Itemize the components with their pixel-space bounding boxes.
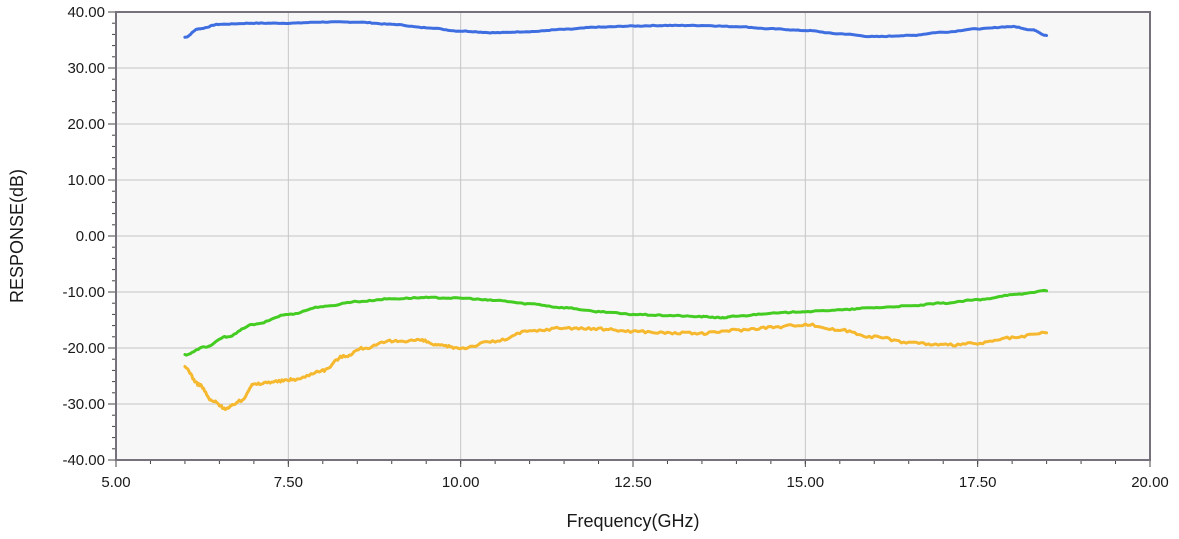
x-tick-label: 7.50	[274, 474, 303, 491]
x-tick-label: 15.00	[787, 474, 825, 491]
y-axis-title: RESPONSE(dB)	[7, 169, 27, 303]
x-tick-label: 5.00	[101, 474, 130, 491]
x-axis-title: Frequency(GHz)	[566, 511, 699, 531]
x-tick-label: 12.50	[614, 474, 652, 491]
y-tick-label: 30.00	[67, 60, 105, 77]
y-tick-label: 10.00	[67, 172, 105, 189]
x-tick-label: 17.50	[959, 474, 997, 491]
y-tick-label: 0.00	[76, 228, 105, 245]
plot-frame	[115, 11, 1151, 461]
series-line-2	[183, 288, 1049, 357]
y-tick-labels: 40.00 30.00 20.00 10.00 0.00 -10.00 -20.00 -30.…	[62, 4, 105, 469]
x-tick-label: 10.00	[442, 474, 480, 491]
series-layer	[183, 20, 1049, 411]
x-tick-label: 20.00	[1131, 474, 1169, 491]
y-tick-label: 20.00	[67, 116, 105, 133]
gridlines	[116, 12, 1150, 460]
y-tick-label: -30.00	[62, 396, 105, 413]
series-line-1	[183, 20, 1049, 39]
x-tick-labels: 5.00 7.50 10.00 12.50 15.00 17.50 20.00	[101, 474, 1168, 491]
y-tick-label: 40.00	[67, 4, 105, 21]
y-tick-label: -20.00	[62, 340, 105, 357]
series-line-3	[183, 322, 1049, 411]
y-tick-label: -40.00	[62, 452, 105, 469]
y-tick-label: -10.00	[62, 284, 105, 301]
